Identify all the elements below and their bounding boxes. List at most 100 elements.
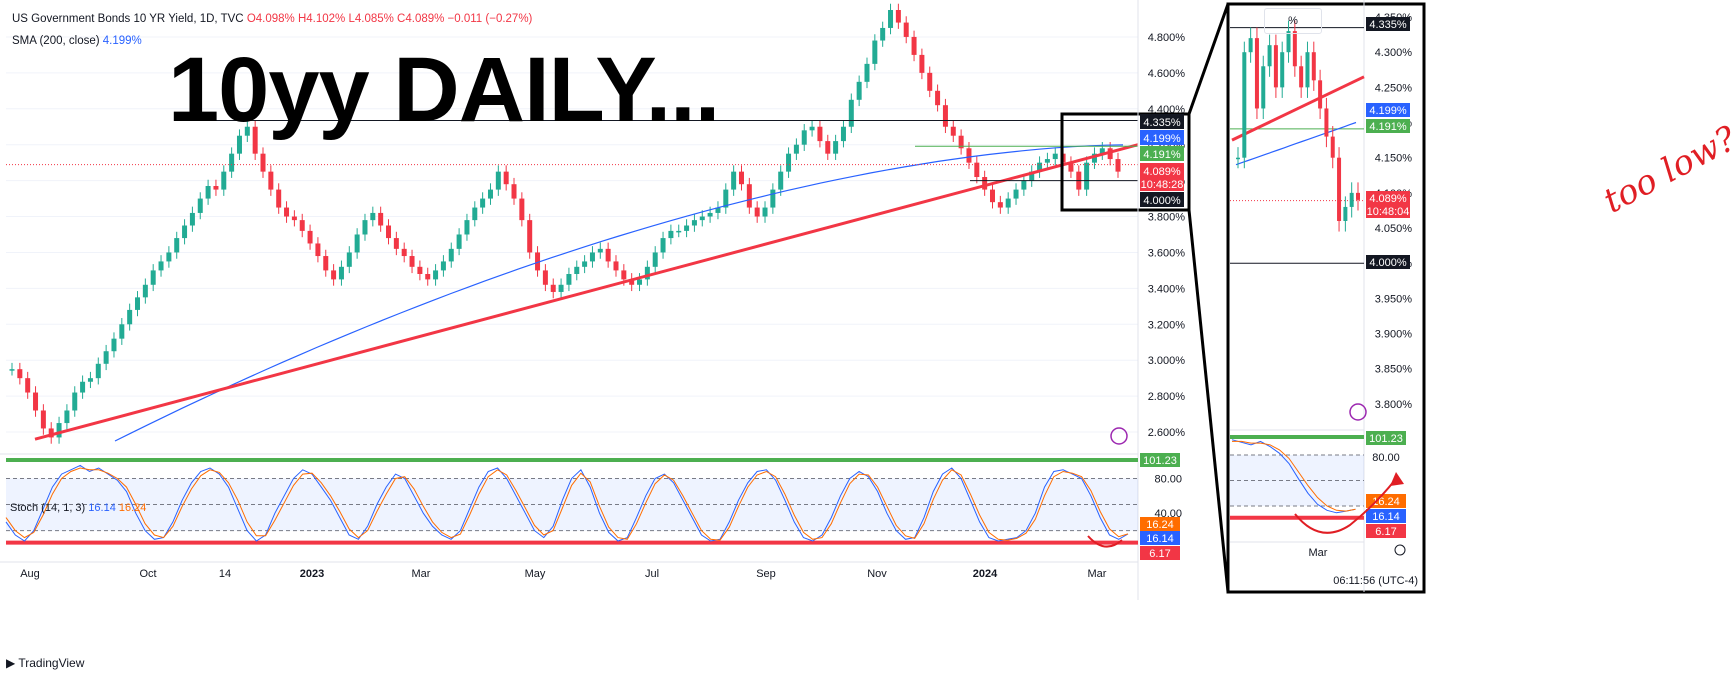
candle-body — [527, 220, 533, 253]
price-tag-text: 10:48:28 — [1141, 179, 1184, 191]
candle-body — [417, 266, 423, 274]
candle-body — [511, 184, 517, 199]
candle-body — [644, 266, 650, 280]
candle-body — [119, 324, 125, 339]
candle-body — [425, 274, 431, 280]
zoom-stoch-tag-bg — [1366, 431, 1406, 445]
zoom-tag-bg — [1366, 204, 1410, 218]
candle-body — [189, 212, 195, 226]
zoom-tag-bg — [1366, 17, 1410, 31]
candle-body — [142, 284, 148, 298]
time-tick-label: Mar — [412, 568, 431, 580]
candle-body — [550, 284, 556, 292]
candle-body — [40, 410, 46, 429]
lightning-icon — [1110, 427, 1128, 445]
candle-body — [848, 99, 854, 127]
candle-body — [103, 351, 109, 364]
settings-icon — [1394, 544, 1406, 556]
zoom-connector-top — [1187, 3, 1230, 115]
candle-body — [997, 202, 1003, 208]
main-candles — [9, 3, 1121, 444]
candle-body — [1013, 189, 1019, 199]
zoom-candle-body — [1337, 157, 1342, 221]
zoom-lightning-icon — [1349, 403, 1367, 421]
zoom-price-tick: 3.800% — [1375, 399, 1413, 411]
candle-body — [880, 27, 886, 41]
zoom-candle-body — [1356, 192, 1360, 200]
candle-body — [911, 36, 917, 55]
candle-body — [229, 153, 235, 172]
candle-body — [503, 171, 509, 185]
candle-body — [1029, 171, 1035, 181]
zoom-price-tick: 4.050% — [1375, 223, 1413, 235]
zoom-candle-body — [1267, 45, 1272, 67]
candle-body — [927, 72, 933, 91]
candle-body — [291, 216, 297, 221]
zoom-panel: 4.350%4.300%4.250%4.200%4.150%4.100%4.05… — [1187, 0, 1426, 594]
zoom-stoch-tag-text: 80.00 — [1372, 452, 1400, 464]
zoom-candle-body — [1324, 108, 1329, 137]
candle-body — [974, 162, 980, 178]
stoch-tag-text: 6.17 — [1149, 548, 1170, 560]
stoch-tag-green: 101.23 — [1140, 453, 1180, 467]
price-tag-green: 4.191% — [1140, 146, 1184, 161]
stoch-k-value: 16.14 — [88, 502, 116, 514]
candle-body — [746, 184, 752, 208]
candle-body — [872, 40, 878, 64]
zoom-stoch-d — [1232, 440, 1356, 512]
highlight-box — [1060, 112, 1191, 212]
candle-body — [786, 153, 792, 172]
hand-arrow-curve — [1294, 479, 1396, 534]
candle-body — [519, 198, 525, 221]
zoom-tag-text: 4.000% — [1369, 257, 1407, 269]
tradingview-logo[interactable]: ▶ TradingView — [6, 656, 85, 670]
candle-body — [1099, 148, 1105, 154]
annotation-title: 10yy DAILY... — [168, 39, 720, 141]
candle-body — [1052, 153, 1058, 160]
price-tick-label: 4.800% — [1148, 32, 1186, 44]
zoom-tag-text: 4.089% — [1369, 193, 1407, 205]
zoom-tag-text: 4.191% — [1369, 121, 1407, 133]
zoom-stoch-tag: 16.14 — [1366, 509, 1406, 523]
candle-body — [174, 238, 180, 253]
ohlc-values: O4.098% H4.102% L4.085% C4.089% −0.011 (… — [246, 13, 533, 25]
candle-body — [935, 90, 941, 106]
candle-body — [1044, 159, 1050, 163]
time-tick-label: 2023 — [300, 568, 324, 580]
price-tag-black: 4.000% — [1140, 192, 1184, 207]
candle-body — [480, 198, 486, 208]
zoom-candle-body — [1248, 38, 1253, 53]
stoch-tag-text: 16.14 — [1146, 533, 1174, 545]
candle-body — [448, 248, 454, 262]
candle-body — [966, 148, 972, 163]
candle-body — [676, 230, 682, 233]
hand-curve-main — [1087, 535, 1123, 548]
stoch-tag-bg — [1140, 453, 1180, 467]
zoom-price-tag-red: 10:48:04 — [1366, 204, 1410, 218]
percent-scale-button[interactable]: % — [1264, 8, 1322, 34]
candle-body — [888, 10, 894, 28]
zoom-candle-body — [1286, 31, 1291, 53]
chart-header: US Government Bonds 10 YR Yield, 1D, TVC… — [12, 8, 532, 52]
sma-label: SMA (200, close) — [12, 35, 100, 47]
stoch-tag-bg — [1140, 517, 1180, 531]
candle-body — [307, 230, 313, 244]
time-tick-label: Sep — [756, 568, 776, 580]
candle-body — [315, 243, 321, 257]
zoom-candle-body — [1305, 52, 1310, 88]
price-tag-red: 4.089% — [1140, 163, 1184, 178]
candle-body — [1084, 162, 1090, 190]
candle-body — [770, 189, 776, 208]
candle-body — [205, 186, 211, 199]
zoom-candle-body — [1273, 45, 1278, 88]
zoom-tag-text: 4.199% — [1369, 105, 1407, 117]
zoom-candle-body — [1292, 31, 1297, 67]
candle-body — [982, 177, 988, 190]
candle-body — [393, 238, 399, 249]
candle-body — [989, 189, 995, 203]
stoch-tag-bg — [1140, 546, 1180, 560]
hand-arrow-head — [1390, 472, 1404, 486]
zoom-price-tag-black: 4.335% — [1366, 17, 1410, 31]
